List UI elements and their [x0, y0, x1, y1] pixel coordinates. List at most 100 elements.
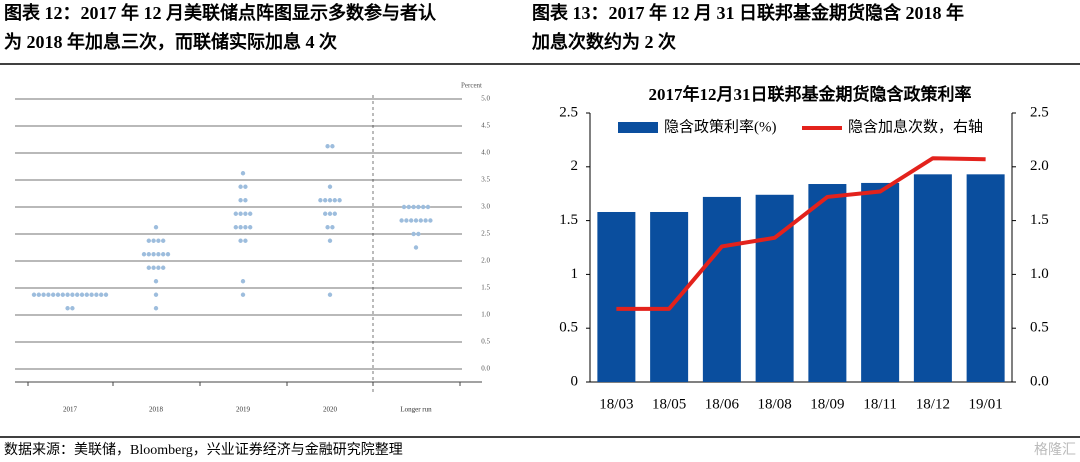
dot [401, 204, 407, 210]
dot [238, 211, 243, 216]
y-tick-label: 0 [571, 373, 579, 389]
dot [323, 198, 328, 203]
dot [141, 252, 147, 257]
bar [650, 211, 689, 382]
source: 数据来源：美联储，Bloomberg，兴业证券经济与金融研究院整理 [4, 442, 403, 458]
dot [413, 245, 419, 250]
x-tick-label: 2019 [236, 406, 251, 414]
y-tick-label: 0.5 [481, 338, 490, 346]
y-tick-label: 1 [571, 266, 579, 282]
y-tick-label: 2.5 [481, 230, 490, 238]
chart-title: 2017年12月31日联邦基金期货隐含政策利率 [649, 84, 972, 104]
y-tick-label: 2.0 [481, 257, 490, 265]
dot [243, 225, 248, 230]
bar [966, 174, 1005, 382]
dot [153, 292, 159, 297]
dot [325, 144, 330, 149]
dot [146, 252, 151, 257]
dot [399, 218, 404, 223]
x-tick-label: 18/06 [705, 396, 740, 412]
dot [161, 252, 166, 257]
dot [233, 211, 238, 216]
y2-tick-label: 1.0 [1030, 266, 1049, 282]
dot [233, 225, 238, 230]
dot [332, 211, 337, 216]
dot [146, 238, 151, 243]
legend-label: 隐含加息次数，右轴 [848, 118, 983, 135]
dot [156, 265, 161, 270]
dot [151, 252, 156, 257]
bar [913, 174, 952, 382]
y2-tick-label: 2.5 [1030, 104, 1049, 120]
right-caption: 图表 13：2017 年 12 月 31 日联邦基金期货隐含 2018 年 [532, 2, 964, 23]
y-tick-label: 1.5 [481, 284, 490, 292]
dot [332, 198, 337, 203]
bar [861, 182, 900, 382]
dot [151, 238, 156, 243]
dot [248, 225, 253, 230]
dot [428, 218, 433, 223]
y-tick-label: 3.0 [481, 203, 490, 211]
dot [238, 198, 243, 203]
dot [161, 238, 166, 243]
dot [327, 184, 333, 189]
dot [238, 238, 243, 243]
x-tick-label: 18/03 [599, 396, 633, 412]
dot [79, 292, 85, 297]
left-caption: 为 2018 年加息三次，而联储实际加息 4 次 [4, 31, 337, 52]
y2-tick-label: 0.5 [1030, 320, 1049, 336]
dot [89, 292, 94, 297]
dot [240, 279, 246, 284]
y-tick-label: 3.5 [481, 176, 490, 184]
dot [327, 238, 333, 243]
dot [423, 218, 428, 223]
dot [165, 252, 171, 257]
dot [327, 198, 333, 203]
dot [243, 184, 248, 189]
y2-tick-label: 1.5 [1030, 212, 1049, 228]
dot [103, 292, 109, 297]
x-tick-label: 18/05 [652, 396, 686, 412]
dot [46, 292, 51, 297]
left-caption: 图表 12：2017 年 12 月美联储点阵图显示多数参与者认 [4, 2, 437, 23]
y-tick-label: 1.0 [481, 311, 490, 319]
x-tick-label: 2017 [63, 406, 78, 414]
y-axis-label: Percent [461, 82, 482, 90]
dot [416, 231, 421, 237]
x-tick-label: 18/09 [810, 396, 844, 412]
dot [330, 144, 335, 149]
dot [161, 265, 166, 270]
dot [411, 204, 416, 210]
bar [597, 211, 636, 382]
bar [702, 196, 741, 382]
dot [153, 279, 159, 284]
dot [55, 292, 61, 297]
watermark: 格隆汇 [1034, 442, 1076, 458]
dot [330, 225, 335, 230]
dot [75, 292, 80, 297]
dot [409, 218, 414, 223]
dot [36, 292, 41, 297]
x-tick-label: Longer run [400, 406, 432, 414]
x-tick-label: 2020 [323, 406, 338, 414]
dot [416, 204, 421, 210]
dot [60, 292, 65, 297]
dot [240, 171, 246, 176]
line [616, 156, 986, 311]
dot [65, 292, 70, 297]
dot [418, 218, 423, 223]
dot [413, 218, 419, 223]
legend-label: 隐含政策利率(%) [664, 118, 777, 135]
dot [146, 265, 151, 270]
dot [65, 306, 70, 311]
dot [240, 292, 246, 297]
dot [404, 218, 409, 223]
y-tick-label: 0.5 [559, 320, 578, 336]
dot [94, 292, 99, 297]
dot [238, 184, 243, 189]
dot [243, 238, 248, 243]
y-tick-label: 0.0 [481, 365, 490, 373]
dot [421, 204, 426, 210]
